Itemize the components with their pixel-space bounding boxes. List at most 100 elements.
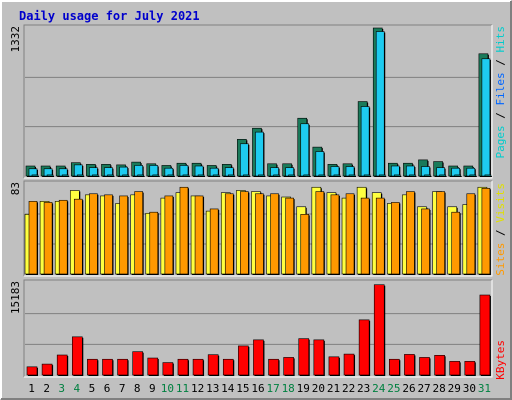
x-tick-label: 30 — [463, 382, 476, 395]
pages-bar — [61, 174, 69, 177]
files-bar — [330, 166, 340, 177]
kbytes-bar — [207, 354, 219, 376]
hits-files-right-label: Pages / Files / Hits — [494, 26, 507, 159]
visits-sites-right-label: Sites / Visits — [494, 183, 507, 276]
sites-bar — [255, 193, 264, 275]
pages-bar-shadow — [183, 175, 190, 177]
kbytes-bar — [358, 319, 370, 376]
kbytes-bar — [41, 363, 53, 376]
x-tick-label: 19 — [297, 382, 310, 395]
pages-bar — [76, 174, 84, 177]
pages-bar — [92, 174, 99, 177]
sites-bar — [209, 208, 219, 275]
files-bar — [240, 143, 249, 177]
pages-bar-shadow — [365, 175, 372, 177]
sites-bar — [134, 191, 143, 275]
kbytes-bar — [313, 339, 325, 376]
files-bar — [375, 31, 385, 177]
sites-bar — [481, 188, 491, 275]
pages-bar-shadow — [350, 175, 357, 177]
pages-bar-shadow — [93, 175, 100, 177]
legend-files: Files — [494, 72, 507, 105]
kbytes-bar — [192, 358, 204, 376]
pages-bar — [303, 174, 311, 177]
kbytes-bar — [117, 358, 128, 376]
sites-bar — [345, 193, 355, 275]
kbytes-bar — [434, 355, 445, 376]
pages-bar-shadow — [63, 175, 70, 177]
pages-bar-shadow — [214, 175, 221, 177]
sites-bar — [330, 194, 340, 275]
kbytes-bar — [373, 284, 385, 376]
kbytes-bar — [404, 354, 415, 376]
pages-bar — [167, 174, 175, 177]
pages-bar-shadow — [259, 175, 266, 177]
files-bar — [73, 164, 83, 177]
kbytes-bar — [162, 362, 174, 376]
kbytes-bar — [26, 366, 38, 376]
pages-bar-shadow — [199, 175, 206, 177]
label-separator: / — [494, 223, 507, 243]
pages-bar — [122, 174, 129, 177]
kbytes-plot-area-bevel-light — [24, 280, 493, 378]
sites-bar — [104, 194, 113, 275]
pages-bar — [318, 174, 326, 177]
x-tick-label: 29 — [448, 382, 461, 395]
hits-files-plot-area-bevel-dark — [23, 24, 492, 178]
kbytes-bar — [464, 361, 476, 376]
files-bar — [315, 151, 325, 177]
pages-bar-shadow — [485, 175, 492, 177]
x-tick-label: 4 — [74, 382, 81, 395]
sites-bar — [300, 214, 310, 275]
pages-bar — [394, 174, 401, 177]
x-axis-labels: 1 2 3 4 5 6 7 8 9 10 11 12 13 14 15 16 17 18 19 20 21 22 23 24 2… — [28, 382, 491, 395]
kbytes-bar — [298, 338, 310, 376]
pages-bar — [333, 174, 341, 177]
sites-bar — [164, 195, 174, 275]
pages-bar — [439, 174, 446, 177]
files-bar — [481, 58, 491, 177]
sites-bar — [451, 211, 461, 275]
kbytes-bar — [419, 357, 430, 376]
x-tick-label: 2 — [43, 382, 50, 395]
pages-bar — [182, 174, 190, 177]
x-tick-label: 15 — [236, 382, 249, 395]
hits-files-ymax-label: 1332 — [9, 26, 22, 53]
kbytes-bar — [222, 358, 234, 376]
sites-bar — [391, 202, 400, 275]
x-tick-label: 9 — [149, 382, 156, 395]
pages-bar-shadow — [470, 175, 477, 177]
sites-bar — [28, 201, 38, 275]
x-tick-label: 14 — [221, 382, 235, 395]
pages-bar — [258, 174, 265, 177]
pages-bar — [348, 174, 356, 177]
x-tick-label: 12 — [191, 382, 204, 395]
sites-bar — [119, 195, 128, 275]
pages-bar-shadow — [33, 175, 39, 177]
pages-bar-shadow — [168, 175, 175, 177]
kbytes-bar — [87, 358, 98, 376]
pages-bar — [409, 174, 416, 177]
pages-bar — [107, 174, 114, 177]
kbytes-bar — [238, 345, 249, 376]
chart-title: Daily usage for July 2021 — [19, 9, 200, 23]
files-bar — [345, 166, 355, 177]
pages-bar-shadow — [304, 175, 311, 177]
files-bar — [360, 106, 370, 177]
pages-bar — [363, 174, 371, 177]
pages-bar — [137, 174, 144, 177]
kbytes-bar — [479, 294, 491, 376]
sites-bar — [58, 199, 68, 275]
visits-sites-panel: 83 Sites / Visits — [9, 180, 507, 277]
sites-bar — [466, 193, 476, 275]
legend-visits: Visits — [494, 183, 507, 223]
pages-bar-shadow — [153, 175, 160, 177]
pages-bar — [454, 174, 462, 177]
sites-bar — [436, 191, 445, 275]
pages-bar-shadow — [138, 175, 145, 177]
sites-bar — [73, 198, 83, 275]
pages-bar-shadow — [410, 175, 417, 177]
x-tick-label: 24 — [372, 382, 386, 395]
